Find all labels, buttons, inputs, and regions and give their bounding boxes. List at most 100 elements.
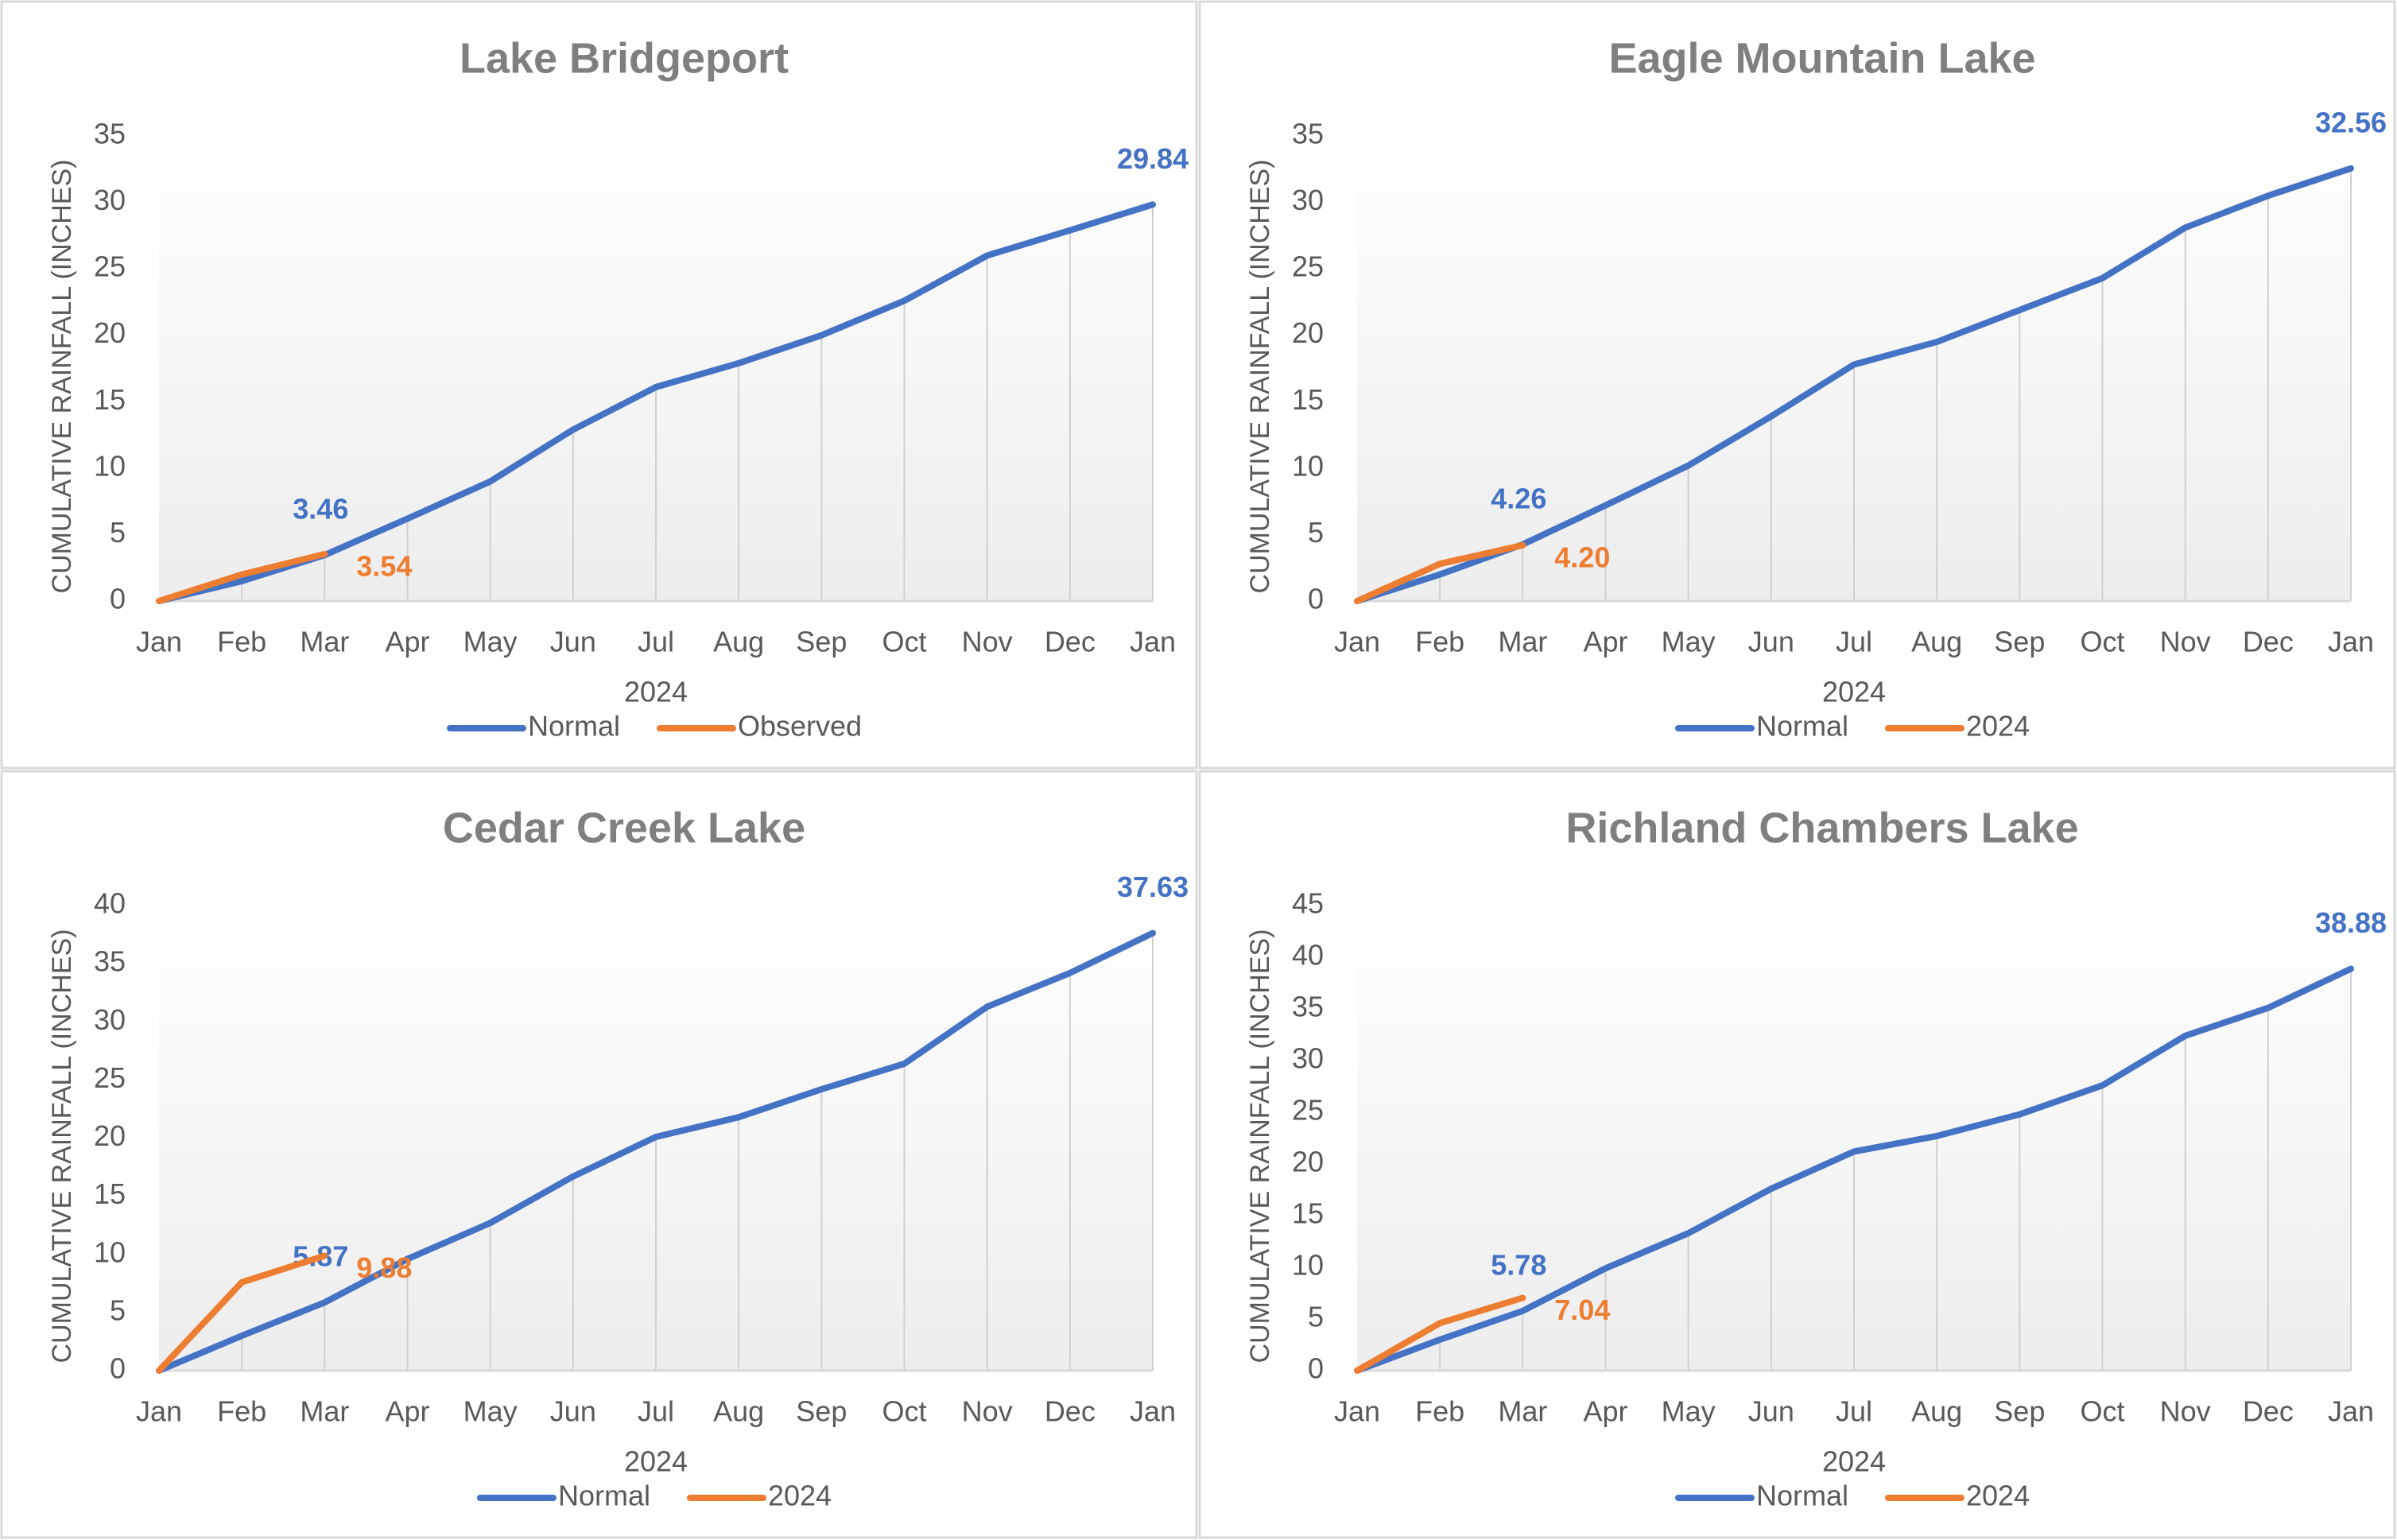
y-tick-label: 35 — [1292, 118, 1324, 150]
x-tick-label: Mar — [300, 626, 349, 658]
y-tick-label: 15 — [94, 383, 126, 416]
x-tick-label: Jun — [550, 1395, 596, 1428]
x-tick-label: Aug — [1911, 1395, 1962, 1428]
x-axis-title: 2024 — [624, 676, 688, 708]
y-tick-label: 5 — [1308, 516, 1324, 549]
x-tick-label: May — [1662, 626, 1716, 658]
x-tick-label: Jan — [1130, 1395, 1176, 1428]
series-line — [1354, 541, 1526, 604]
x-tick-label: Jan — [2328, 1395, 2374, 1428]
x-tick-label: Mar — [1498, 1395, 1547, 1428]
x-tick-label: Sep — [796, 626, 847, 658]
x-tick-label: Dec — [1045, 1395, 1096, 1428]
chart-panel: Richland Chambers Lake CUMULATIVE RAINFAL… — [1198, 770, 2396, 1539]
y-tick-label: 25 — [1292, 250, 1324, 283]
x-tick-label: Feb — [1415, 626, 1464, 658]
y-tick-label: 5 — [110, 516, 126, 549]
y-tick-label: 10 — [94, 449, 126, 482]
legend-label: Observed — [738, 710, 862, 743]
x-tick-label: Jul — [638, 1395, 674, 1428]
y-tick-label: 45 — [1292, 887, 1324, 920]
data-label: 4.26 — [1491, 482, 1546, 514]
y-tick-label: 10 — [94, 1235, 126, 1268]
series-line — [156, 929, 1156, 1374]
y-tick-label: 30 — [1292, 184, 1324, 216]
legend-item: 2024 — [686, 1480, 832, 1512]
series-line — [1354, 1294, 1526, 1374]
x-tick-label: Feb — [1415, 1395, 1464, 1428]
series-line — [1354, 965, 2354, 1374]
y-tick-label: 25 — [94, 1061, 126, 1094]
x-tick-label: Sep — [1994, 626, 2045, 658]
x-tick-label: Apr — [385, 1395, 429, 1428]
x-tick-label: Jun — [1748, 626, 1794, 658]
x-tick-label: Jul — [1836, 1395, 1872, 1428]
x-tick-label: Sep — [796, 1395, 847, 1428]
x-tick-label: Jul — [638, 626, 674, 658]
x-tick-label: Jan — [1130, 626, 1176, 658]
x-tick-label: Jan — [2328, 626, 2374, 658]
y-tick-label: 10 — [1292, 1249, 1324, 1282]
x-tick-label: Apr — [1583, 1395, 1627, 1428]
data-label: 29.84 — [1117, 142, 1189, 175]
x-tick-label: Jul — [1836, 626, 1872, 658]
x-tick-label: Jan — [136, 626, 182, 658]
chart-panel: Lake Bridgeport CUMULATIVE RAINFALL (INCH… — [0, 0, 1198, 770]
series-line — [156, 1252, 328, 1374]
x-tick-label: Apr — [385, 626, 429, 658]
y-axis-title: CUMULATIVE RAINFALL (INCHES) — [47, 929, 77, 1364]
x-tick-label: May — [463, 626, 518, 658]
x-tick-label: Nov — [962, 626, 1013, 658]
series-line — [156, 550, 328, 604]
legend-item: Normal — [476, 1480, 650, 1512]
x-tick-label: Nov — [962, 1395, 1013, 1428]
x-tick-label: Feb — [217, 1395, 266, 1428]
x-tick-label: Oct — [882, 626, 926, 658]
y-tick-label: 20 — [94, 1119, 126, 1152]
data-label: 38.88 — [2315, 906, 2387, 939]
x-tick-label: May — [1662, 1395, 1716, 1428]
x-tick-label: Aug — [713, 1395, 764, 1428]
legend-label: Normal — [1756, 710, 1848, 743]
legend-label: 2024 — [768, 1480, 832, 1512]
y-tick-label: 0 — [110, 583, 126, 615]
data-label: 5.78 — [1491, 1248, 1546, 1281]
x-tick-label: Dec — [2243, 626, 2294, 658]
data-label: 37.63 — [1117, 871, 1189, 903]
legend-label: 2024 — [1966, 710, 2030, 743]
legend-item: Normal — [1674, 710, 1848, 743]
legend-item: Observed — [656, 710, 862, 743]
y-tick-label: 40 — [1292, 939, 1324, 972]
y-axis-title: CUMULATIVE RAINFALL (INCHES) — [1245, 929, 1275, 1364]
x-axis-title: 2024 — [1822, 676, 1886, 708]
y-tick-label: 20 — [1292, 316, 1324, 349]
y-tick-label: 5 — [1308, 1301, 1324, 1333]
y-tick-label: 35 — [1292, 991, 1324, 1023]
legend-item: Normal — [446, 710, 620, 743]
data-label: 32.56 — [2315, 106, 2387, 138]
y-tick-label: 30 — [94, 184, 126, 216]
data-label: 7.04 — [1554, 1294, 1610, 1326]
chart-title: Richland Chambers Lake — [1565, 804, 2078, 851]
y-tick-label: 20 — [94, 316, 126, 349]
x-tick-label: Jun — [550, 626, 596, 658]
x-tick-label: Dec — [2243, 1395, 2294, 1428]
legend-item: 2024 — [1884, 710, 2030, 743]
y-tick-label: 0 — [1308, 583, 1324, 615]
y-tick-label: 35 — [94, 945, 126, 978]
y-tick-label: 20 — [1292, 1146, 1324, 1178]
x-tick-label: Feb — [217, 626, 266, 658]
y-axis-title: CUMULATIVE RAINFALL (INCHES) — [47, 160, 77, 594]
x-tick-label: Nov — [2160, 626, 2211, 658]
legend-label: Normal — [528, 710, 620, 743]
x-tick-label: Oct — [882, 1395, 926, 1428]
y-tick-label: 15 — [94, 1177, 126, 1210]
y-tick-label: 5 — [110, 1294, 126, 1326]
data-label: 9.88 — [356, 1251, 412, 1284]
y-tick-label: 30 — [94, 1003, 126, 1036]
chart-title: Eagle Mountain Lake — [1608, 34, 2035, 82]
data-label: 3.54 — [356, 549, 412, 582]
x-tick-label: Oct — [2080, 626, 2124, 658]
x-axis-title: 2024 — [1822, 1445, 1886, 1478]
